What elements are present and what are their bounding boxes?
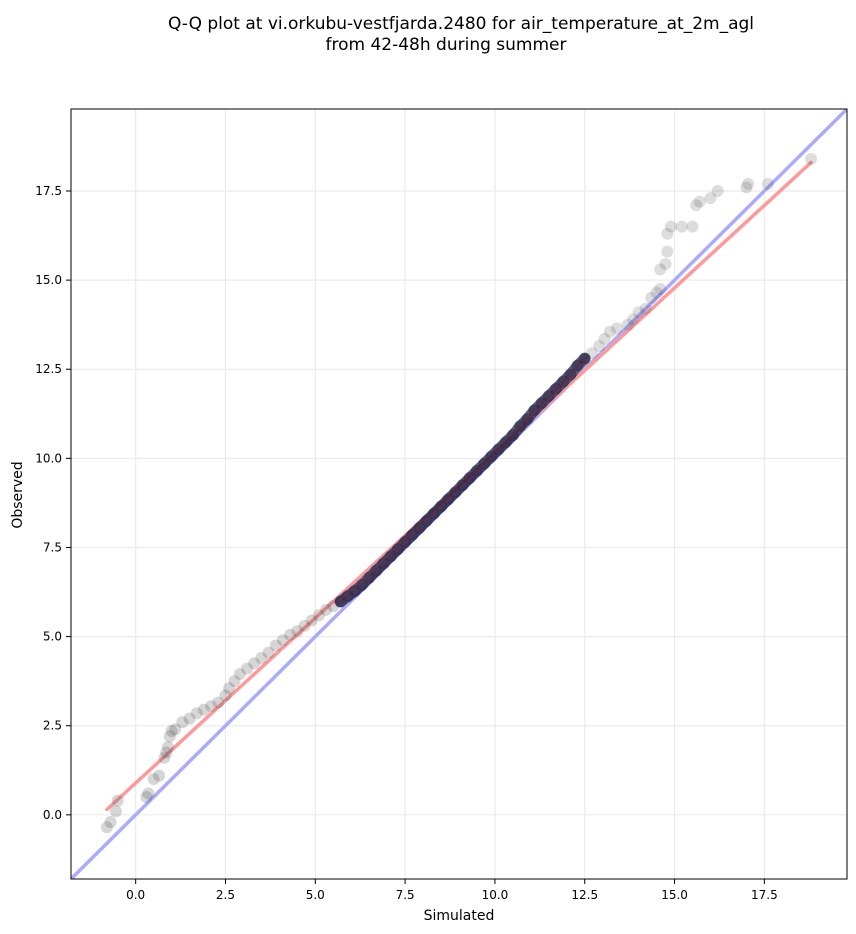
quantile-point	[169, 723, 182, 736]
quantile-point	[664, 220, 677, 233]
y-tick-label: 17.5	[35, 184, 62, 198]
x-axis-label: Simulated	[424, 908, 495, 924]
y-tick-label: 0.0	[43, 808, 62, 822]
quantile-point	[693, 195, 706, 208]
grid	[71, 109, 847, 879]
quantile-point	[805, 152, 818, 165]
x-tick-label: 7.5	[396, 888, 415, 902]
quantile-point	[654, 283, 667, 296]
quantile-point	[219, 689, 232, 702]
quantile-point	[305, 614, 318, 627]
dense-point-band	[334, 353, 591, 608]
quantile-point	[611, 322, 624, 335]
x-tick-label: 15.0	[661, 888, 688, 902]
y-tick-label: 7.5	[43, 540, 62, 554]
quantile-point	[212, 696, 225, 709]
chart-title-line-2: from 42-48h during summer	[326, 35, 567, 55]
quantile-point	[598, 332, 611, 345]
y-tick-label: 10.0	[35, 451, 62, 465]
x-tick-label: 10.0	[482, 888, 509, 902]
chart-title-line-1: Q-Q plot at vi.orkubu-vestfjarda.2480 fo…	[168, 14, 754, 34]
quantile-point	[593, 340, 606, 353]
x-tick-label: 17.5	[751, 888, 778, 902]
scatter-points	[100, 152, 818, 834]
quantile-point	[147, 773, 160, 786]
quantile-point	[153, 769, 166, 782]
quantile-point	[659, 258, 672, 271]
quantile-point	[104, 815, 117, 828]
y-axis-label: Observed	[10, 461, 26, 528]
quantile-point	[233, 668, 246, 681]
quantile-point	[158, 751, 171, 764]
quantile-point	[650, 286, 663, 299]
quantile-point	[160, 746, 173, 759]
x-tick-label: 5.0	[306, 888, 325, 902]
quantile-point	[100, 821, 113, 834]
quantile-point	[197, 703, 210, 716]
quantile-point	[176, 716, 189, 729]
quantile-point	[675, 220, 688, 233]
x-tick-label: 0.0	[126, 888, 145, 902]
quantile-point	[228, 675, 241, 688]
quantile-point	[704, 192, 717, 205]
plot-frame	[70, 108, 848, 880]
quantile-point	[262, 646, 275, 659]
quantile-point	[163, 730, 176, 743]
y-tick-label: 5.0	[43, 630, 62, 644]
quantile-point	[761, 177, 774, 190]
y-axis-ticks: 0.0 2.5 5.0 7.5 10.0 12.5 15.0 17.5	[35, 184, 71, 822]
x-axis-ticks: 0.0 2.5 5.0 7.5 10.0 12.5 15.0 17.5	[126, 879, 778, 902]
quantile-point	[320, 603, 333, 616]
quantile-point	[654, 263, 667, 276]
quantile-point	[740, 181, 753, 194]
quantile-point	[223, 682, 236, 695]
x-tick-label: 2.5	[216, 888, 235, 902]
quantile-point	[142, 787, 155, 800]
y-tick-label: 2.5	[43, 719, 62, 733]
quantile-point	[690, 199, 703, 212]
quantile-point	[140, 791, 153, 804]
quantile-point	[111, 794, 124, 807]
y-tick-label: 15.0	[35, 273, 62, 287]
dense-band-fit-overlay	[338, 357, 587, 604]
quantile-point	[255, 651, 268, 664]
quantile-point	[603, 325, 616, 338]
quantile-point	[312, 609, 325, 622]
quantile-point	[109, 805, 122, 818]
quantile-point	[269, 639, 282, 652]
quantile-point	[645, 291, 658, 304]
y-tick-label: 12.5	[35, 362, 62, 376]
quantile-point	[183, 712, 196, 725]
quantile-point	[621, 318, 634, 331]
x-tick-label: 12.5	[571, 888, 598, 902]
quantile-point	[276, 634, 289, 647]
quantile-point	[661, 245, 674, 258]
quantile-point	[205, 700, 218, 713]
quantile-point	[742, 177, 755, 190]
quantile-point	[661, 227, 674, 240]
quantile-point	[190, 707, 203, 720]
quantile-point	[639, 302, 652, 315]
quantile-point	[298, 619, 311, 632]
quantile-point	[627, 313, 640, 326]
quantile-point	[248, 657, 261, 670]
quantile-point	[284, 628, 297, 641]
quantile-point	[632, 306, 645, 319]
quantile-point	[162, 741, 174, 754]
quantile-point	[165, 725, 178, 738]
quantile-point	[686, 220, 699, 233]
quantile-point	[241, 662, 254, 675]
quantile-point	[711, 184, 724, 197]
quantile-point	[291, 625, 304, 638]
